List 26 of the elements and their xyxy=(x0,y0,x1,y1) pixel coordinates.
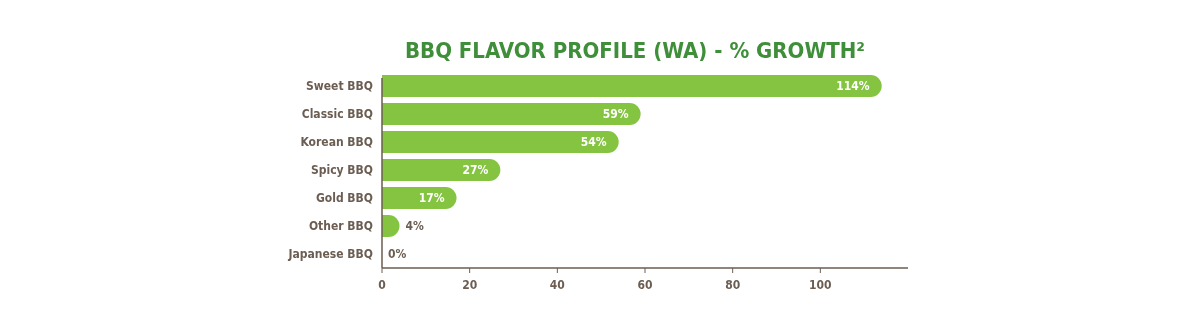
data-label: 0% xyxy=(388,247,407,262)
y-tick-label: Other BBQ xyxy=(308,219,373,234)
y-tick-label: Sweet BBQ xyxy=(306,79,373,94)
x-tick-label: 40 xyxy=(549,278,565,292)
data-label: 27% xyxy=(462,163,489,178)
data-label: 54% xyxy=(580,135,607,150)
bar xyxy=(382,187,457,209)
y-tick-label: Gold BBQ xyxy=(315,191,373,206)
y-tick-label: Spicy BBQ xyxy=(310,163,373,178)
bar xyxy=(382,103,641,125)
x-tick-label: 20 xyxy=(462,278,478,292)
x-tick-label: 60 xyxy=(637,278,653,292)
bar xyxy=(382,75,882,97)
data-label: 4% xyxy=(405,219,425,234)
y-tick-label: Japanese BBQ xyxy=(287,247,373,262)
bar xyxy=(382,159,501,181)
x-tick-label: 0 xyxy=(378,278,386,292)
x-tick-label: 80 xyxy=(725,278,741,292)
data-label: 17% xyxy=(418,191,445,206)
chart-title: BBQ FLAVOR PROFILE (WA) - % GROWTH² xyxy=(404,38,866,63)
y-tick-label: Classic BBQ xyxy=(301,107,373,122)
y-tick-label: Korean BBQ xyxy=(300,135,373,150)
x-tick-label: 100 xyxy=(809,278,832,292)
bar xyxy=(382,131,619,153)
data-label: 114% xyxy=(836,79,870,94)
data-label: 59% xyxy=(602,107,629,122)
